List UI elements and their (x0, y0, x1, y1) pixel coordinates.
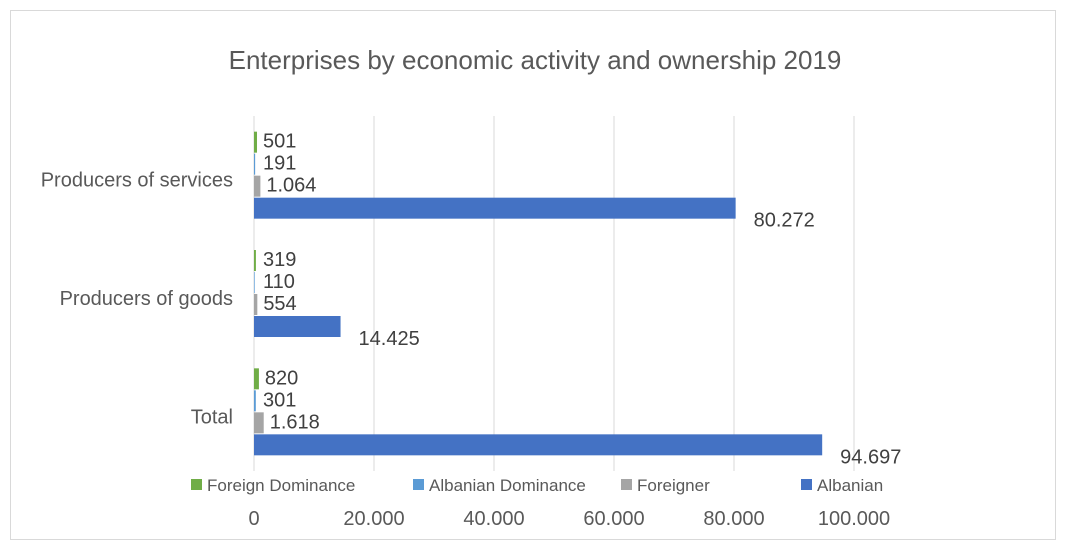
category-label: Total (191, 406, 233, 428)
category-label: Producers of goods (60, 288, 233, 310)
chart-area: Enterprises by economic activity and own… (10, 10, 1056, 540)
bar-foreign-dominance (254, 131, 258, 153)
legend-swatch (621, 479, 632, 490)
x-tick-label: 60.000 (583, 508, 644, 530)
legend-swatch (413, 479, 424, 490)
data-label: 501 (263, 131, 296, 153)
legend-label: Foreign Dominance (207, 476, 355, 495)
data-label: 820 (265, 367, 298, 389)
chart-title: Enterprises by economic activity and own… (229, 45, 842, 75)
bar-foreign-dominance (254, 250, 256, 271)
x-tick-label: 100.000 (818, 508, 890, 530)
legend-swatch (191, 479, 202, 490)
legend-label: Albanian Dominance (429, 476, 586, 495)
x-axis-ticks: 0 20.000 40.000 60.000 80.000 100.000 (248, 508, 890, 530)
x-tick-label: 40.000 (463, 508, 524, 530)
data-label: 301 (263, 389, 296, 411)
data-label: 554 (263, 293, 296, 315)
bar-albanian (254, 434, 823, 456)
bar-albanian-dominance (254, 390, 256, 412)
category-label: Producers of services (41, 170, 233, 192)
category-labels: Producers of services Producers of goods T… (41, 170, 233, 429)
data-label: 319 (263, 249, 296, 271)
bar-albanian (254, 197, 736, 219)
bar-albanian-dominance (254, 153, 256, 175)
data-label: 94.697 (840, 446, 901, 468)
legend-swatch (801, 479, 812, 490)
data-label: 191 (263, 153, 296, 175)
data-label: 80.272 (754, 210, 815, 232)
bar-albanian-dominance (254, 272, 255, 293)
legend-label: Albanian (817, 476, 883, 495)
x-tick-label: 20.000 (343, 508, 404, 530)
x-tick-label: 80.000 (703, 508, 764, 530)
legend-label: Foreigner (637, 476, 710, 495)
bar-foreigner (254, 412, 264, 434)
gridlines (253, 116, 855, 471)
legend: Foreign Dominance Albanian Dominance Forei… (191, 476, 883, 495)
data-label: 1.618 (270, 411, 320, 433)
data-label: 1.064 (266, 175, 316, 197)
chart-svg: Enterprises by economic activity and own… (41, 45, 902, 530)
bar-foreigner (254, 175, 261, 197)
data-label: 110 (263, 271, 295, 293)
data-label: 14.425 (359, 328, 420, 350)
bar-foreign-dominance (254, 368, 259, 390)
bars (254, 131, 823, 456)
bar-foreigner (254, 294, 258, 315)
bar-albanian (254, 316, 341, 337)
x-tick-label: 0 (248, 508, 259, 530)
